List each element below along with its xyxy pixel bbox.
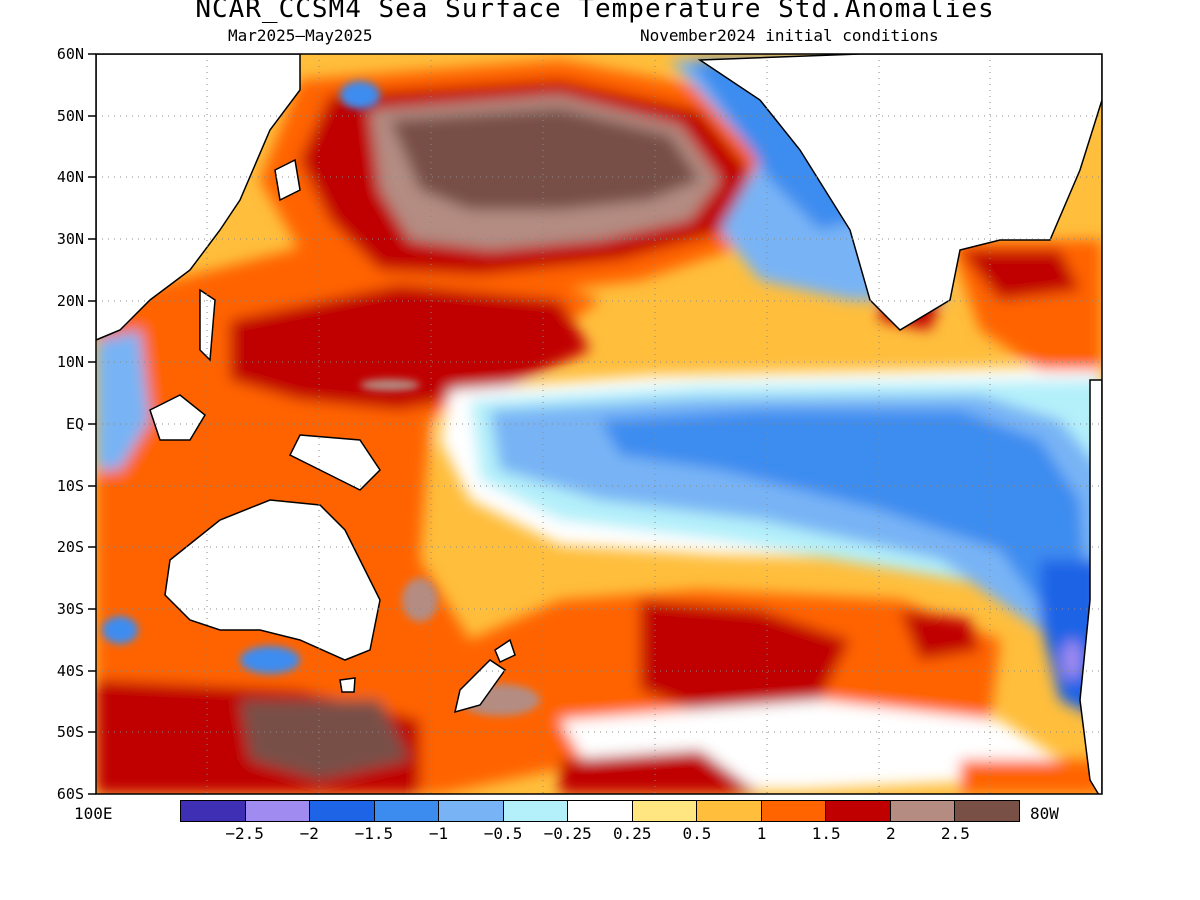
lat-label-20s: 20S <box>56 538 84 556</box>
colorbar-box <box>310 801 375 821</box>
colorbar-label: −1 <box>428 824 449 843</box>
colorbar-box <box>955 801 1019 821</box>
lat-label-40n: 40N <box>56 168 84 186</box>
colorbar-label: −0.5 <box>483 824 523 843</box>
lat-label-30s: 30S <box>56 600 84 618</box>
colorbar-label: 1.5 <box>811 824 841 843</box>
colorbar-label: 2 <box>885 824 896 843</box>
lat-label-40s: 40S <box>56 662 84 680</box>
lon-label-100e: 100E <box>74 804 113 823</box>
lat-label-eq: EQ <box>65 415 84 433</box>
colorbar-box <box>181 801 246 821</box>
initial-conditions-subtitle: November2024 initial conditions <box>640 26 939 45</box>
lat-label-50s: 50S <box>56 723 84 741</box>
colorbar-label: 0.25 <box>613 824 652 843</box>
colorbar-box <box>697 801 762 821</box>
colorbar-label: 0.5 <box>682 824 712 843</box>
season-subtitle: Mar2025–May2025 <box>228 26 373 45</box>
colorbar-box <box>374 801 440 821</box>
lat-label-10s: 10S <box>56 477 84 495</box>
colorbar-label: 1 <box>756 824 767 843</box>
map-title: NCAR_CCSM4 Sea Surface Temperature Std.A… <box>195 0 995 24</box>
colorbar-label: −0.25 <box>543 824 592 843</box>
colorbar-box <box>826 801 891 821</box>
colorbar-box <box>439 801 504 821</box>
colorbar <box>180 800 1020 822</box>
colorbar-label: −2.5 <box>225 824 264 843</box>
lat-ticks <box>88 53 96 795</box>
lat-label-30n: 30N <box>56 230 84 248</box>
colorbar-box <box>568 801 633 821</box>
anomaly-field <box>96 54 1102 794</box>
lon-label-80w: 80W <box>1030 804 1059 823</box>
colorbar-box <box>632 801 698 821</box>
colorbar-label: −2 <box>299 824 319 843</box>
colorbar-label: 2.5 <box>940 824 970 843</box>
colorbar-box <box>503 801 569 821</box>
colorbar-box <box>761 801 827 821</box>
lat-label-60n: 60N <box>56 45 84 63</box>
colorbar-box <box>890 801 956 821</box>
lat-label-20n: 20N <box>56 292 84 310</box>
lat-label-60s: 60S <box>56 785 84 803</box>
lat-label-50n: 50N <box>56 107 84 125</box>
continents <box>96 54 1102 794</box>
colorbar-box <box>245 801 311 821</box>
lat-label-10n: 10N <box>56 353 84 371</box>
colorbar-label: −1.5 <box>354 824 394 843</box>
